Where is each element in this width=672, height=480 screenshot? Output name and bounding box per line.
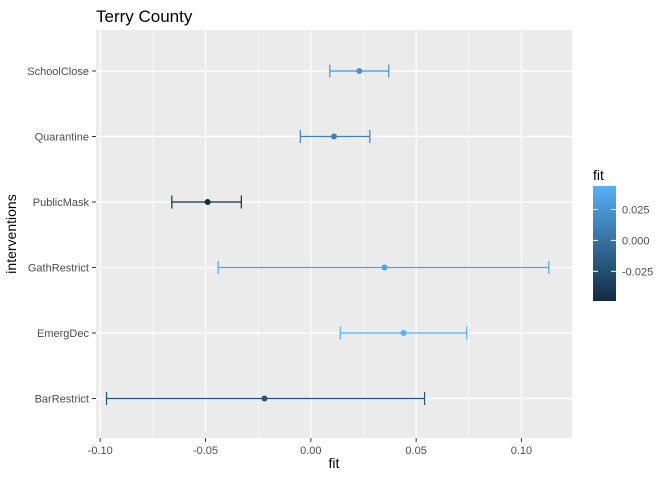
data-point bbox=[356, 68, 363, 74]
x-axis: -0.10 -0.05 0.00 0.05 0.10 bbox=[88, 438, 532, 457]
y-tick-label: PublicMask bbox=[33, 197, 90, 209]
plot-panel bbox=[96, 30, 572, 438]
chart-title: Terry County bbox=[96, 7, 193, 26]
legend-colorbar bbox=[593, 186, 616, 301]
y-tick-label: GathRestrict bbox=[28, 263, 89, 275]
legend-tick-label: -0.025 bbox=[622, 266, 653, 278]
data-point bbox=[400, 330, 407, 336]
x-tick-label: 0.05 bbox=[405, 445, 426, 457]
y-tick-label: BarRestrict bbox=[35, 394, 89, 406]
data-point bbox=[204, 199, 211, 205]
legend-tick-label: 0.025 bbox=[622, 204, 650, 216]
y-tick-label: SchoolClose bbox=[27, 66, 89, 78]
y-tick-label: EmergDec bbox=[37, 328, 89, 340]
y-axis-title: interventions bbox=[3, 194, 19, 273]
legend-ticks: 0.025 0.000 -0.025 bbox=[593, 204, 653, 278]
y-tick-label: Quarantine bbox=[35, 132, 89, 144]
points bbox=[204, 68, 407, 402]
x-tick-label: 0.00 bbox=[300, 445, 321, 457]
data-point bbox=[331, 133, 337, 140]
y-axis: SchoolClose Quarantine PublicMask GathRestr… bbox=[27, 66, 96, 406]
data-point bbox=[381, 264, 388, 271]
legend-tick-label: 0.000 bbox=[622, 235, 650, 247]
legend: fit 0.025 0.000 -0.025 bbox=[593, 167, 653, 301]
data-point bbox=[261, 395, 268, 402]
legend-title: fit bbox=[593, 167, 604, 183]
x-tick-label: 0.10 bbox=[511, 445, 532, 457]
grid-minor bbox=[152, 30, 470, 438]
x-tick-label: -0.05 bbox=[193, 445, 218, 457]
x-axis-title: fit bbox=[329, 455, 340, 471]
x-tick-label: -0.10 bbox=[88, 445, 113, 457]
